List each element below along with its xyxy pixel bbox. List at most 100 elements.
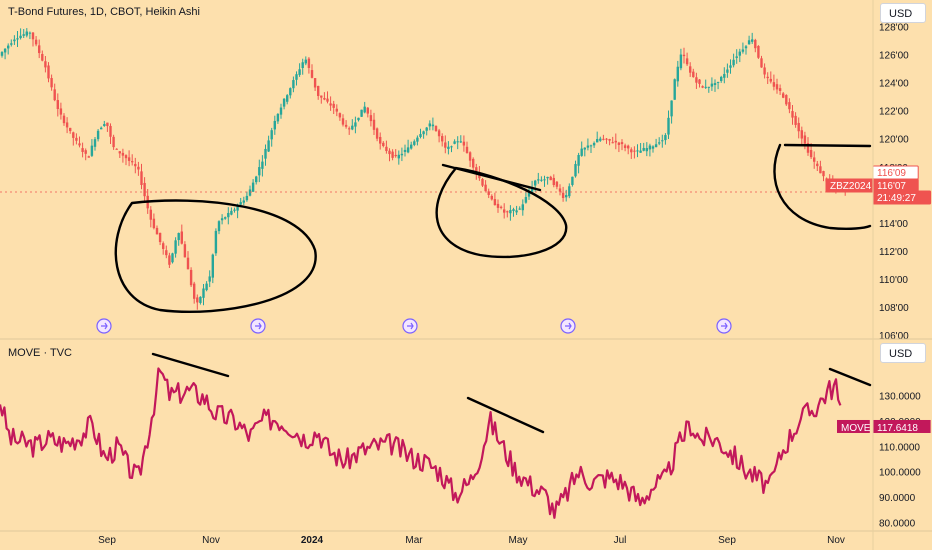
candle-body [230, 210, 233, 215]
candle-body [577, 154, 580, 166]
candle-body [267, 140, 270, 152]
candle-body [676, 66, 679, 82]
arrow-icon [565, 322, 572, 330]
candle-body [171, 253, 174, 263]
annotation-layer [114, 143, 872, 434]
candle-body [627, 145, 630, 149]
annotation-ellipse-3 [773, 143, 872, 231]
candle-body [406, 147, 410, 153]
candle-body [152, 218, 156, 229]
candle-body [766, 76, 769, 79]
candle-body [481, 178, 484, 186]
candle-body [239, 202, 242, 205]
candle-body [490, 195, 493, 200]
candle-body [692, 71, 695, 78]
candle-body [778, 88, 782, 91]
candle-body [84, 150, 87, 154]
candle-body [338, 113, 342, 118]
currency-button-top[interactable]: USD [880, 3, 926, 23]
candle-body [800, 130, 803, 139]
candle-body [580, 148, 583, 156]
candle-body [667, 117, 670, 135]
candle-body [806, 143, 810, 153]
candle-body [530, 187, 534, 192]
candle-body [298, 69, 301, 75]
candle-body [441, 136, 444, 142]
candle-body [100, 127, 103, 130]
price-candles [0, 28, 873, 310]
candle-body [419, 134, 422, 137]
candle-body [127, 157, 131, 161]
candle-body [112, 136, 115, 148]
time-tick-label: Jul [614, 535, 627, 546]
candle-body [155, 227, 159, 235]
price-axis: 106'00108'00110'00112'00114'00116'00118'… [825, 22, 932, 342]
candle-body [394, 154, 397, 157]
candle-body [472, 158, 475, 168]
candle-body [422, 131, 425, 135]
candle-body [224, 217, 227, 219]
candle-body [515, 210, 518, 213]
candle-body [428, 123, 431, 127]
candle-body [106, 122, 109, 127]
time-tick-label: Nov [827, 535, 845, 546]
candle-body [679, 54, 683, 69]
candle-body [317, 85, 320, 96]
candle-body [0, 52, 4, 56]
candle-body [261, 161, 264, 169]
candle-body [720, 76, 723, 81]
candle-body [503, 209, 506, 213]
candle-body [630, 149, 633, 153]
candle-body [822, 171, 825, 177]
candle-body [53, 89, 56, 101]
candle-body [661, 140, 664, 142]
candle-body [400, 153, 404, 156]
candle-body [623, 145, 627, 148]
move-last-label: MOVE [841, 423, 871, 434]
candle-body [437, 130, 441, 137]
candle-body [168, 255, 171, 265]
candle-body [103, 124, 106, 127]
candle-body [251, 182, 255, 192]
candle-body [165, 250, 168, 256]
arrow-icon [101, 322, 108, 330]
candle-body [28, 32, 32, 34]
price-tick-label: 122'00 [879, 107, 909, 118]
arrow-icon [407, 322, 414, 330]
candle-body [174, 240, 177, 254]
move-series [0, 367, 842, 519]
candle-body [357, 117, 360, 121]
candle-body [574, 164, 577, 177]
move-tick-label: 90.0000 [879, 493, 916, 504]
candle-body [388, 150, 391, 155]
candle-body [741, 49, 745, 52]
candle-body [648, 145, 652, 150]
candle-body [586, 145, 590, 148]
candle-body [527, 192, 531, 197]
currency-button-bottom[interactable]: USD [880, 343, 926, 363]
candle-body [685, 58, 689, 65]
candle-body [493, 199, 497, 206]
candle-body [320, 95, 323, 98]
candle-body [115, 148, 118, 150]
candle-body [447, 146, 450, 149]
candle-body [41, 53, 44, 61]
candle-body [568, 186, 571, 197]
move-tick-label: 110.0000 [879, 442, 920, 453]
candle-body [227, 212, 230, 218]
candle-body [468, 152, 472, 161]
candle-body [134, 163, 137, 167]
candle-body [10, 43, 13, 45]
candle-body [639, 150, 642, 153]
candle-body [475, 167, 478, 173]
candle-body [366, 107, 369, 114]
candle-body [242, 200, 245, 203]
candle-body [236, 206, 239, 211]
candle-body [537, 179, 540, 181]
candle-body [611, 142, 614, 144]
candle-body [189, 269, 193, 286]
candle-body [636, 150, 639, 152]
price-tick-label: 108'00 [879, 303, 909, 314]
